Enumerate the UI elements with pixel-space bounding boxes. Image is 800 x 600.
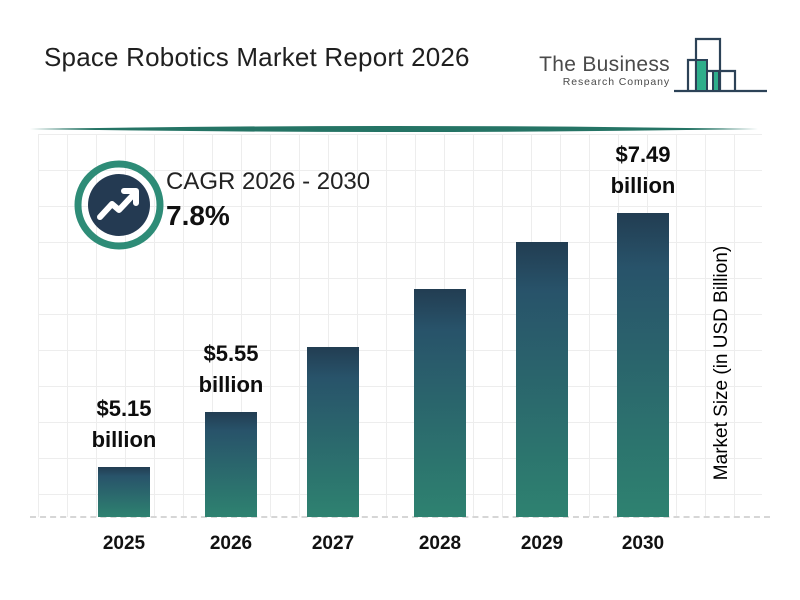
x-axis-tick-2027: 2027 (311, 533, 355, 554)
brand-text: The Business Research Company (539, 53, 670, 89)
bar-2027 (307, 347, 359, 517)
brand-logo: The Business Research Company (539, 28, 770, 108)
bar-2025 (98, 467, 150, 517)
brand-name: The Business (539, 53, 670, 76)
bar-value-label-2025: $5.15 billion (91, 396, 157, 452)
x-axis-tick-2025: 2025 (102, 533, 146, 554)
bar-2030 (617, 213, 669, 517)
x-axis-tick-2029: 2029 (520, 533, 564, 554)
x-axis-tick-2026: 2026 (209, 533, 253, 554)
bar-2026 (205, 412, 257, 517)
x-axis-tick-2030: 2030 (621, 533, 665, 554)
cagr-badge (74, 160, 164, 250)
brand-tagline: Research Company (562, 76, 670, 88)
trending-up-icon (74, 160, 164, 250)
cagr-value: 7.8% (166, 200, 230, 231)
page-title: Space Robotics Market Report 2026 (44, 42, 470, 72)
cagr-label: CAGR 2026 - 2030 (166, 168, 371, 195)
bar-value-label-2026: $5.55 billion (198, 341, 264, 397)
bar-value-label-2030: $7.49 billion (610, 142, 676, 198)
y-axis-title: Market Size (in USD Billion) (711, 245, 732, 481)
x-axis-tick-2028: 2028 (418, 533, 462, 554)
bar-2028 (414, 289, 466, 517)
chart-baseline (30, 516, 770, 518)
bar-chart-logo-icon (670, 28, 770, 108)
bar-2029 (516, 242, 568, 517)
divider (30, 123, 758, 135)
